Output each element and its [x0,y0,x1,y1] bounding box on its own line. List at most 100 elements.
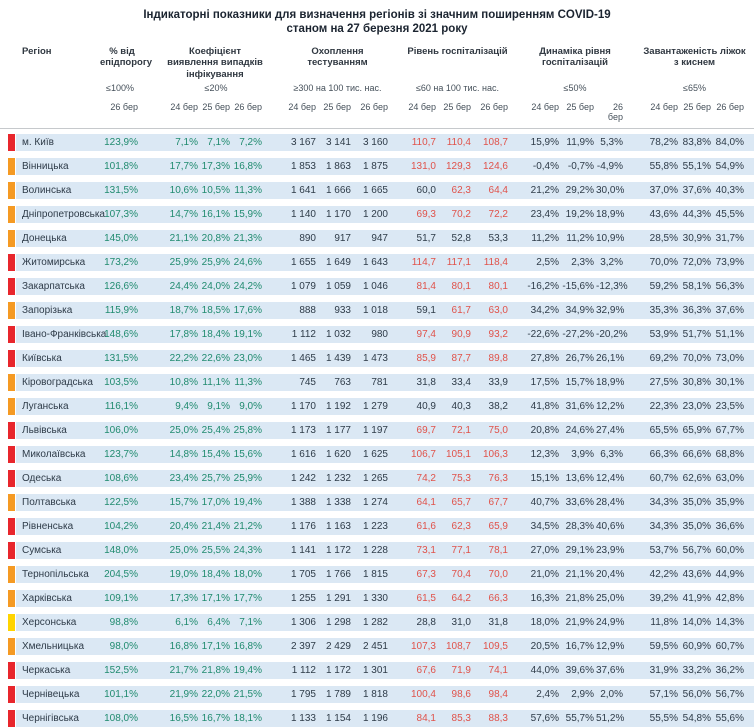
hosp-dynamics-value: 44,0% [530,664,559,676]
testing-coverage-value: 1 163 [325,520,351,532]
hosp-dynamics-value: 18,0% [530,616,559,628]
testing-coverage-value: 1 170 [325,208,351,220]
hospitalization-level-value: 89,8 [488,352,508,364]
hosp-dynamics-value: 55,7% [565,712,594,724]
hospitalization-level-value: 67,7 [488,496,508,508]
detection-rate-value: 17,3% [201,160,230,172]
detection-rate-value: 20,4% [169,520,198,532]
column-header-epi: % від епідпорогу [100,45,153,69]
testing-coverage-value: 2 429 [325,640,351,652]
hospitalization-level-value: 64,4 [488,184,508,196]
oxygen-beds-value: 43,6% [682,568,711,580]
hosp-dynamics-value: 5,3% [600,136,623,148]
oxygen-beds-value: 66,3% [649,448,678,460]
hosp-dynamics-value: 17,5% [530,376,559,388]
detection-rate-value: 18,4% [201,568,230,580]
detection-rate-value: 15,4% [201,448,230,460]
detection-rate-value: 10,8% [169,376,198,388]
hosp-dynamics-value: 2,5% [536,256,559,268]
hospitalization-level-value: 114,7 [411,256,436,268]
hosp-dynamics-value: 15,9% [530,136,559,148]
hosp-dynamics-value: 29,1% [565,544,594,556]
testing-coverage-value: 1 465 [290,352,316,364]
hosp-dynamics-value: 2,9% [571,688,594,700]
hospitalization-level-value: 71,9 [451,664,471,676]
detection-rate-value: 16,8% [169,640,198,652]
oxygen-beds-value: 78,2% [649,136,678,148]
testing-coverage-value: 1 059 [325,280,351,292]
testing-coverage-value: 1 306 [290,616,316,628]
testing-coverage-value: 1 046 [362,280,388,292]
hospitalization-level-value: 77,1 [451,544,471,556]
testing-coverage-value: 1 112 [291,328,316,340]
testing-coverage-value: 933 [334,304,351,316]
region-status-marker [8,661,15,679]
region-name: Житомирська [22,256,86,268]
oxygen-beds-value: 66,6% [682,448,711,460]
detection-rate-value: 16,5% [169,712,198,724]
epi-threshold-value: 148,0% [104,544,138,556]
epi-threshold-value: 145,0% [104,232,138,244]
hospitalization-level-value: 40,3 [451,400,471,412]
oxygen-beds-value: 36,3% [682,304,711,316]
oxygen-beds-value: 31,9% [649,664,678,676]
region-status-marker [8,445,15,463]
epi-threshold-value: 131,5% [104,184,138,196]
table-body: м. Київ 123,9% 7,1% 7,1% 7,2% 3 167 3 14… [0,133,754,727]
column-header-testing: Охоплення тестуванням [307,45,368,69]
date-label: 25 бер [323,101,351,112]
detection-rate-value: 21,4% [201,520,230,532]
detection-rate-value: 21,5% [233,688,262,700]
oxygen-beds-value: 56,0% [682,688,711,700]
oxygen-beds-value: 60,9% [682,640,711,652]
table-row: Чернігівська 108,0% 16,5% 16,7% 18,1% 1 … [0,709,754,727]
region-status-marker [8,589,15,607]
hosp-dynamics-value: 34,2% [530,304,559,316]
oxygen-beds-value: 30,9% [682,232,711,244]
hosp-dynamics-value: 20,5% [530,640,559,652]
hospitalization-level-value: 65,9 [488,520,508,532]
region-status-marker [8,493,15,511]
hospitalization-level-value: 59,1 [416,304,436,316]
date-label: 25 бер [202,101,230,112]
hospitalization-level-value: 75,3 [451,472,471,484]
region-status-marker [8,421,15,439]
hosp-dynamics-value: 2,0% [600,688,623,700]
detection-rate-value: 9,4% [175,400,198,412]
hospitalization-level-value: 64,2 [451,592,471,604]
region-name: Закарпатська [22,280,85,292]
testing-coverage-value: 1 818 [362,688,388,700]
epi-threshold-value: 148,6% [104,328,138,340]
oxygen-beds-value: 51,7% [682,328,711,340]
detection-rate-value: 21,8% [201,664,230,676]
hosp-dynamics-value: 15,1% [530,472,559,484]
hospitalization-level-value: 61,7 [451,304,471,316]
hospitalization-level-value: 73,1 [416,544,436,556]
epi-threshold-value: 116,1% [104,400,138,412]
date-label: 26 бер [234,101,262,112]
threshold-oxygen-beds: ≤65% [683,82,706,93]
hospitalization-level-value: 33,4 [451,376,471,388]
oxygen-beds-value: 36,2% [715,664,744,676]
testing-coverage-value: 1 666 [325,184,351,196]
testing-coverage-value: 1 439 [325,352,351,364]
detection-rate-value: 25,7% [201,472,230,484]
region-status-marker [8,565,15,583]
testing-coverage-value: 947 [371,232,388,244]
testing-coverage-value: 1 274 [362,496,388,508]
detection-rate-value: 17,1% [201,640,230,652]
detection-rate-value: 20,8% [201,232,230,244]
testing-coverage-value: 1 232 [325,472,351,484]
threshold-testing: ≥300 на 100 тис. нас. [293,82,382,93]
table-row: Львівська 106,0% 25,0% 25,4% 25,8% 1 173… [0,421,754,439]
testing-coverage-value: 1 815 [362,568,388,580]
hosp-dynamics-value: 37,6% [596,664,625,676]
hospitalization-level-value: 110,4 [446,136,471,148]
epi-threshold-value: 123,9% [104,136,138,148]
oxygen-beds-value: 23,5% [715,400,744,412]
hosp-dynamics-value: -4,9% [596,160,623,172]
epi-threshold-value: 152,5% [104,664,138,676]
hospitalization-level-value: 98,6 [451,688,471,700]
region-status-marker [8,181,15,199]
region-name: Вінницька [22,160,69,172]
